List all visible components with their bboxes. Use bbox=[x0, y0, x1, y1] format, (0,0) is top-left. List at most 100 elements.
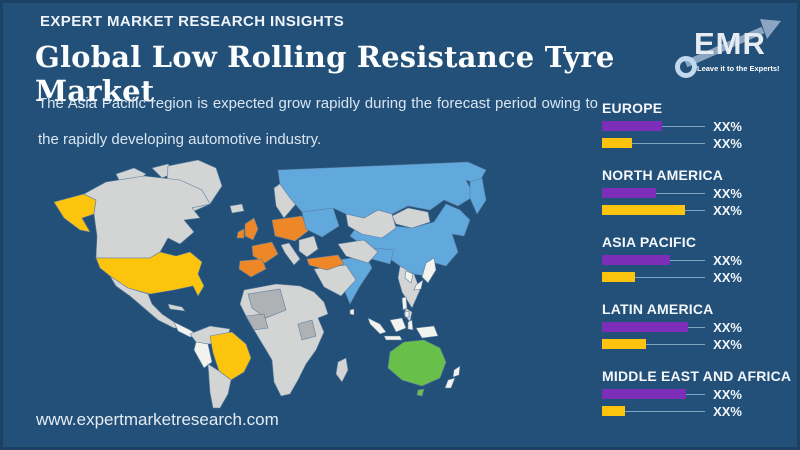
map-japan bbox=[421, 257, 437, 284]
map-mauritania-mali bbox=[245, 313, 269, 331]
emr-logo: EMR Leave it to the Experts! bbox=[664, 18, 790, 78]
leader-line bbox=[685, 209, 705, 211]
map-argentina-chile bbox=[207, 363, 232, 409]
bar-value: XX% bbox=[713, 135, 742, 151]
logo-tagline: Leave it to the Experts! bbox=[697, 64, 780, 73]
map-peru bbox=[193, 341, 213, 369]
bar-row: XX% bbox=[602, 252, 742, 268]
bar-row: XX% bbox=[602, 135, 742, 151]
map-east-africa bbox=[297, 319, 317, 341]
bar-value: XX% bbox=[713, 403, 742, 419]
yellow-bar bbox=[602, 205, 685, 215]
region-label: LATIN AMERICA bbox=[602, 301, 714, 317]
logo-text: EMR bbox=[694, 26, 766, 61]
map-france bbox=[251, 241, 279, 264]
map-central-europe bbox=[271, 215, 309, 242]
map-indochina bbox=[397, 265, 421, 309]
leader-line bbox=[662, 125, 705, 127]
bar-row: XX% bbox=[602, 403, 742, 419]
map-java bbox=[383, 335, 403, 341]
map-korea bbox=[404, 270, 414, 284]
yellow-bar bbox=[602, 406, 625, 416]
map-italy bbox=[280, 242, 301, 266]
bar-value: XX% bbox=[713, 118, 742, 134]
region-label: EUROPE bbox=[602, 100, 663, 116]
purple-bar bbox=[602, 389, 686, 399]
map-kamchatka bbox=[469, 177, 487, 215]
yellow-bar bbox=[602, 339, 646, 349]
map-turkey bbox=[306, 254, 345, 271]
bar-row: XX% bbox=[602, 185, 742, 201]
map-arabian-peninsula bbox=[313, 264, 357, 297]
leader-line bbox=[688, 326, 705, 328]
insight-description: The Asia Pacific region is expected grow… bbox=[38, 95, 598, 148]
map-japan bbox=[413, 279, 424, 291]
map-madagascar bbox=[335, 357, 349, 383]
bar-value: XX% bbox=[713, 319, 742, 335]
brand-eyebrow: EXPERT MARKET RESEARCH INSIGHTS bbox=[40, 13, 345, 30]
map-iceland bbox=[229, 203, 245, 214]
map-sumatra bbox=[367, 317, 387, 335]
bar-row: XX% bbox=[602, 337, 742, 352]
region-label: NORTH AMERICA bbox=[602, 167, 724, 183]
region-block-asia-pacific: ASIA PACIFIC XX% XX% bbox=[602, 234, 798, 285]
world-map bbox=[53, 159, 487, 409]
map-new-zealand bbox=[452, 365, 461, 378]
leader-line bbox=[670, 259, 705, 261]
map-sulawesi bbox=[407, 319, 414, 331]
bar-value: XX% bbox=[713, 252, 742, 268]
region-bar-panel: EUROPE XX% XX% NORTH AMERICA XX% bbox=[602, 101, 798, 436]
map-brazil bbox=[209, 331, 252, 381]
purple-bar bbox=[602, 322, 688, 332]
purple-bar bbox=[602, 121, 662, 131]
logo-ring-icon bbox=[675, 56, 697, 78]
map-balkans bbox=[298, 235, 319, 258]
bar-row: XX% bbox=[602, 269, 742, 285]
map-tasmania bbox=[416, 388, 425, 397]
map-new-zealand bbox=[444, 377, 456, 389]
map-united-kingdom bbox=[244, 217, 259, 241]
map-algeria-libya bbox=[247, 288, 287, 319]
purple-bar bbox=[602, 188, 656, 198]
bar-row: XX% bbox=[602, 118, 742, 134]
region-block-europe: EUROPE XX% XX% bbox=[602, 100, 798, 151]
yellow-bar bbox=[602, 138, 632, 148]
website-link[interactable]: www.expertmarketresearch.com bbox=[36, 410, 279, 429]
leader-line bbox=[635, 276, 705, 278]
map-philippines bbox=[401, 296, 408, 311]
map-alaska bbox=[53, 193, 97, 233]
map-borneo bbox=[389, 317, 407, 333]
leader-line bbox=[625, 410, 705, 412]
map-ireland bbox=[236, 228, 245, 239]
purple-bar bbox=[602, 255, 670, 265]
map-australia bbox=[387, 339, 447, 387]
map-iberia bbox=[238, 258, 267, 278]
map-usa bbox=[95, 251, 205, 297]
map-mongolia bbox=[391, 207, 431, 229]
region-block-latin-america: LATIN AMERICA XX% XX% bbox=[602, 301, 798, 352]
map-canada bbox=[83, 175, 211, 259]
bar-row: XX% bbox=[602, 319, 742, 335]
region-label: ASIA PACIFIC bbox=[602, 234, 697, 250]
bar-value: XX% bbox=[713, 202, 742, 218]
leader-line bbox=[646, 343, 705, 345]
bar-value: XX% bbox=[713, 386, 742, 402]
map-iran-afghanistan bbox=[337, 239, 379, 264]
leader-line bbox=[686, 393, 705, 395]
growth-arrow-icon bbox=[684, 19, 781, 68]
leader-line bbox=[632, 142, 705, 144]
map-sri-lanka bbox=[349, 308, 355, 316]
map-new-guinea bbox=[415, 325, 439, 339]
region-block-north-america: NORTH AMERICA XX% XX% bbox=[602, 167, 798, 218]
page-title: Global Low Rolling Resistance Tyre Marke… bbox=[35, 40, 615, 108]
leader-line bbox=[656, 192, 705, 194]
map-eastern-europe bbox=[301, 207, 340, 238]
map-philippines bbox=[404, 310, 410, 318]
bar-row: XX% bbox=[602, 386, 742, 402]
bar-value: XX% bbox=[713, 185, 742, 201]
region-label: MIDDLE EAST AND AFRICA bbox=[602, 368, 792, 384]
region-block-middle-east-africa: MIDDLE EAST AND AFRICA XX% XX% bbox=[602, 368, 798, 419]
map-central-asia bbox=[345, 209, 397, 239]
bar-value: XX% bbox=[713, 269, 742, 285]
